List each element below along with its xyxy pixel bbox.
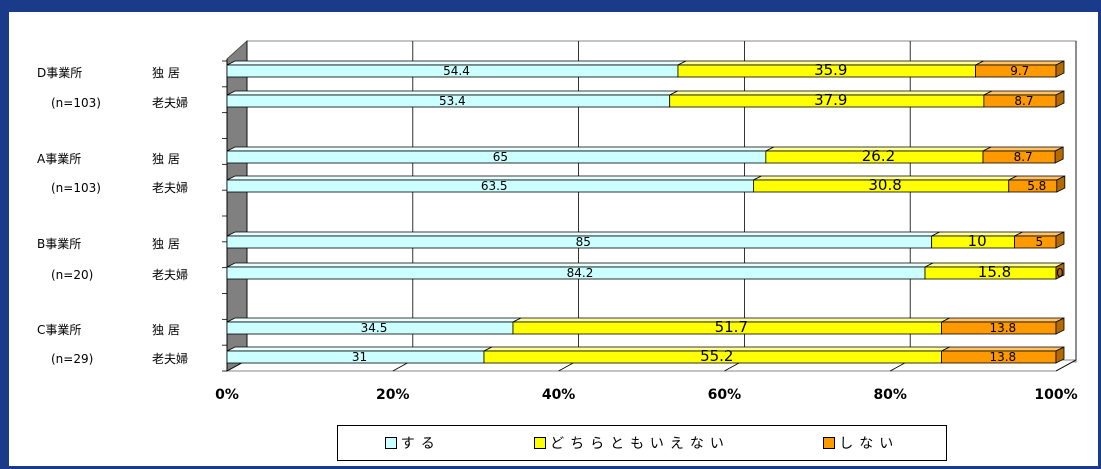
office-label: C事業所 xyxy=(37,323,81,337)
data-label: 84.2 xyxy=(567,266,594,280)
x-tick-label: 20% xyxy=(376,387,410,403)
row-label: 独 居 xyxy=(152,66,180,80)
data-label: 54.4 xyxy=(443,64,470,78)
data-label: 31 xyxy=(352,350,367,364)
bar-side xyxy=(1055,262,1065,280)
row-label: 老夫婦 xyxy=(152,180,188,195)
bar-side xyxy=(1055,231,1065,249)
data-label: 65 xyxy=(493,150,508,164)
data-label: 55.2 xyxy=(700,347,733,365)
row-label: 独 居 xyxy=(152,323,180,337)
data-label: 35.9 xyxy=(814,61,847,79)
data-label: 37.9 xyxy=(814,91,847,109)
data-label: 8.7 xyxy=(1014,94,1033,108)
legend-item-shinai: しない xyxy=(823,433,899,453)
legend-item-neutral: どちらともいえない xyxy=(534,433,730,453)
legend-swatch-shinai xyxy=(823,437,836,449)
data-label: 5.8 xyxy=(1027,179,1046,193)
plot-back-wall xyxy=(246,40,1077,363)
data-label: 26.2 xyxy=(862,147,895,165)
bar-side xyxy=(1055,90,1065,108)
x-tick-label: 60% xyxy=(708,387,742,403)
n-label: (n=29) xyxy=(51,352,93,366)
data-label: 10 xyxy=(968,232,987,250)
bar-side xyxy=(1056,175,1066,193)
legend-label-suru: する xyxy=(400,436,441,452)
x-tick-label: 40% xyxy=(542,387,576,403)
data-label: 30.8 xyxy=(868,176,901,194)
row-label: 老夫婦 xyxy=(152,267,188,282)
gridline-floor xyxy=(1055,359,1077,372)
data-label: 51.7 xyxy=(715,318,748,336)
data-label: 8.7 xyxy=(1014,150,1033,164)
legend-swatch-neutral xyxy=(534,437,547,449)
row-label: 独 居 xyxy=(152,237,180,251)
data-label: 13.8 xyxy=(989,321,1016,335)
office-label: A事業所 xyxy=(37,152,81,166)
bar-side xyxy=(1054,146,1064,164)
data-label: 13.8 xyxy=(989,350,1016,364)
bar-side xyxy=(1055,317,1065,335)
n-label: (n=103) xyxy=(51,181,101,195)
legend: する どちらともいえない しない xyxy=(337,425,947,461)
legend-label-neutral: どちらともいえない xyxy=(550,436,730,452)
data-label: 34.5 xyxy=(361,321,388,335)
data-label: 5 xyxy=(1035,235,1043,249)
row-label: 老夫婦 xyxy=(152,351,188,366)
data-label: 15.8 xyxy=(978,263,1011,281)
row-label: 老夫婦 xyxy=(152,95,188,110)
legend-item-suru: する xyxy=(384,433,441,453)
data-label: 63.5 xyxy=(481,179,508,193)
x-tick-label: 80% xyxy=(873,387,907,403)
x-tick-label: 100% xyxy=(1034,387,1077,403)
data-label: 9.7 xyxy=(1010,64,1029,78)
row-label: 独 居 xyxy=(152,152,180,166)
n-label: (n=103) xyxy=(51,96,101,110)
legend-label-shinai: しない xyxy=(839,436,900,452)
chart-svg: 0% 20% 40% 60% 80% 100%54.4 35.9 9.7D事業所独 居53.4… xyxy=(37,39,1078,403)
office-label: B事業所 xyxy=(37,237,81,251)
data-label: 53.4 xyxy=(439,94,466,108)
legend-swatch-suru xyxy=(384,437,397,449)
data-label: 85 xyxy=(576,235,591,249)
data-label: 0 xyxy=(1056,266,1064,280)
bar-side xyxy=(1055,60,1065,78)
x-tick-label: 0% xyxy=(215,387,239,403)
n-label: (n=20) xyxy=(51,268,93,282)
office-label: D事業所 xyxy=(37,66,82,80)
bar-side xyxy=(1055,346,1065,364)
chart-frame: 0% 20% 40% 60% 80% 100% 54.4 35.9 9.7 D事業所独 居 53.4… xyxy=(9,12,1098,466)
